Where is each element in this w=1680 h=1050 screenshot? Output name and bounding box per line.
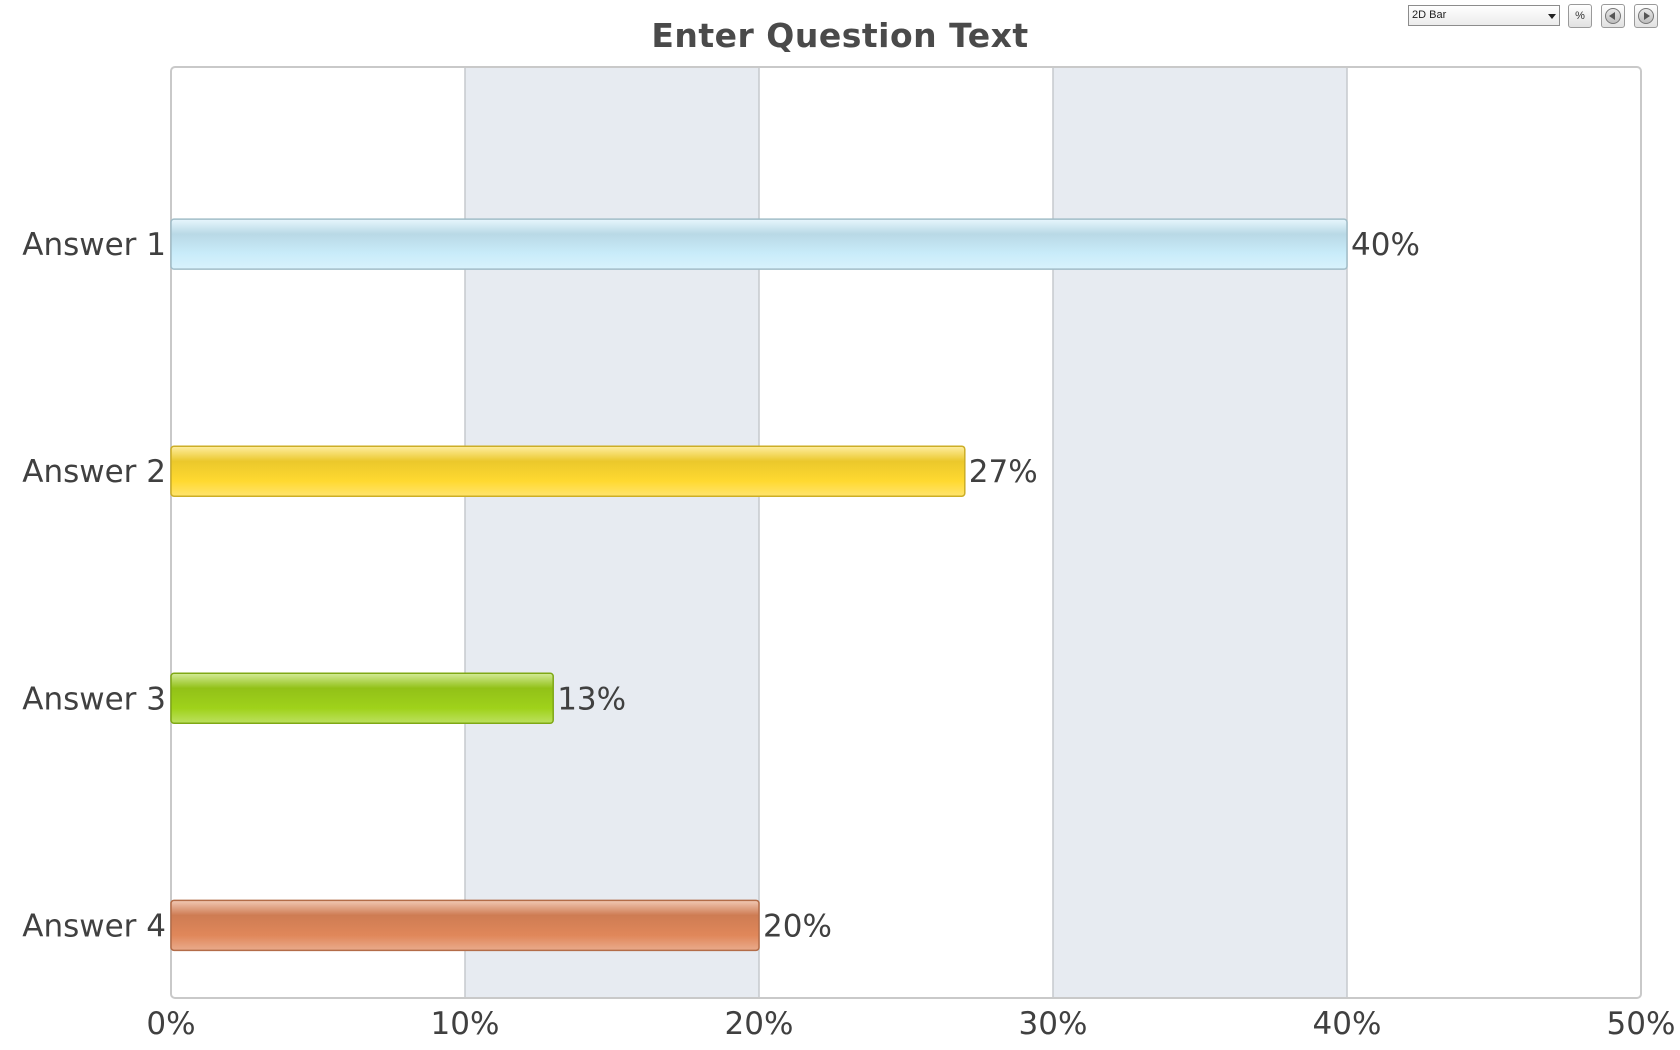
bars	[170, 218, 1348, 952]
x-tick-label: 10%	[431, 1006, 500, 1042]
data-label: 27%	[969, 454, 1038, 490]
chevron-down-icon	[1548, 14, 1556, 19]
data-label: 40%	[1351, 227, 1420, 263]
x-tick-label: 30%	[1019, 1006, 1088, 1042]
x-tick-label: 20%	[725, 1006, 794, 1042]
chart-title: Enter Question Text	[651, 16, 1029, 55]
data-labels: 40% 27% 13% 20%	[557, 227, 1420, 944]
bar-3[interactable]	[170, 672, 554, 725]
x-tick-label: 40%	[1313, 1006, 1382, 1042]
arrow-left-circle-icon	[1605, 8, 1621, 24]
category-label: Answer 3	[22, 681, 166, 717]
data-label: 20%	[763, 908, 832, 944]
category-label: Answer 4	[22, 908, 166, 944]
bar-2[interactable]	[170, 445, 966, 497]
chart-type-select[interactable]: 2D Bar	[1408, 5, 1560, 26]
percent-icon: %	[1575, 10, 1585, 22]
grid-band	[465, 68, 759, 997]
plot-area-frame	[170, 66, 1642, 999]
x-tick-label: 50%	[1607, 1006, 1676, 1042]
grid-bands	[465, 68, 1347, 997]
bar-1[interactable]	[170, 218, 1348, 270]
previous-button[interactable]	[1601, 4, 1625, 28]
x-axis-ticks: 0% 10% 20% 30% 40% 50%	[146, 1006, 1675, 1042]
bar-4[interactable]	[170, 899, 760, 952]
category-label: Answer 1	[22, 227, 166, 263]
category-label: Answer 2	[22, 454, 166, 490]
next-button[interactable]	[1634, 4, 1658, 28]
data-label: 13%	[557, 681, 626, 717]
percent-toggle-button[interactable]: %	[1568, 4, 1592, 28]
category-labels: Answer 1 Answer 2 Answer 3 Answer 4	[22, 227, 166, 944]
grid-band	[1053, 68, 1347, 997]
x-tick-label: 0%	[146, 1006, 195, 1042]
chart-type-value: 2D Bar	[1412, 9, 1447, 21]
arrow-right-circle-icon	[1638, 8, 1654, 24]
